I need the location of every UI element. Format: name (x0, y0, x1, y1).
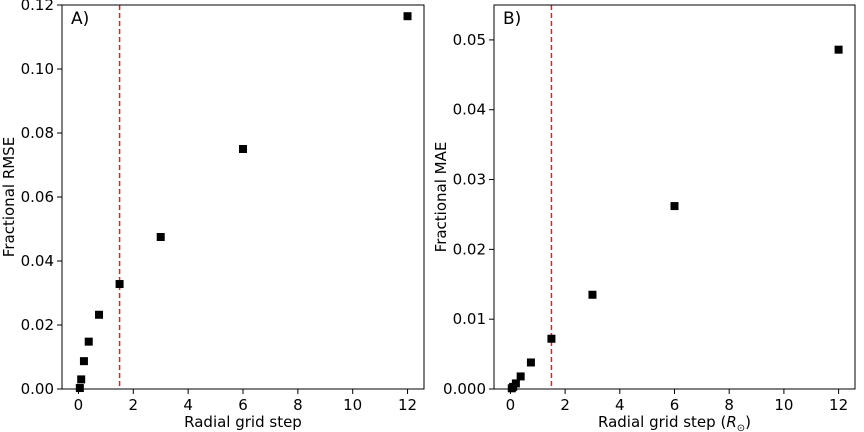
chart-b-y-tick-label: 0.05 (453, 31, 486, 49)
chart-b-y-tick-label: 0.03 (453, 171, 486, 189)
chart-b-data-point (511, 379, 520, 388)
chart-b-panel-label: B) (503, 9, 521, 29)
chart-a-plot-frame (61, 4, 425, 390)
panel-a-rmse-chart: 0 2 4 6 8 10 12 0.00 0.02 0.04 0.06 0.08 0.10 0.12 A) R… (0, 0, 425, 431)
chart-b-plot-frame (493, 4, 856, 390)
chart-a-data-point (75, 384, 84, 393)
chart-a-data-point (403, 12, 412, 21)
chart-b-y-tick-label: 0.02 (453, 240, 486, 258)
chart-b-data-point (588, 290, 597, 299)
chart-b-y-tick-label: 0.04 (453, 101, 486, 119)
chart-a-y-tick-label: 0.10 (21, 60, 54, 78)
chart-a-y-tick-label: 0.02 (21, 316, 54, 334)
chart-b-x-tick-label: 4 (615, 396, 625, 414)
chart-a-x-tick-label: 12 (398, 396, 417, 414)
chart-a-x-tick-label: 6 (238, 396, 248, 414)
chart-b-x-tick-label: 8 (724, 396, 734, 414)
chart-a-x-tick-label: 0 (74, 396, 84, 414)
chart-b-y-tick-label: 0.000 (443, 380, 486, 398)
chart-a-data-point (95, 310, 104, 319)
chart-b-x-tick-label: 6 (670, 396, 680, 414)
chart-a-y-tick-label: 0.06 (21, 188, 54, 206)
chart-b-data-point (547, 334, 556, 343)
chart-a-data-point (156, 233, 165, 241)
chart-b-x-tick-label: 2 (560, 396, 570, 414)
chart-a-y-tick-label: 0.00 (21, 380, 54, 398)
chart-a-y-tick-label: 0.04 (21, 252, 54, 270)
chart-a-data-point (79, 357, 88, 366)
chart-a-x-tick-label: 10 (343, 396, 362, 414)
chart-a-y-tick-label: 0.12 (21, 0, 54, 14)
chart-a-data-point (115, 280, 124, 289)
chart-a-x-tick-label: 2 (129, 396, 139, 414)
chart-b-y-tick-label: 0.01 (453, 310, 486, 328)
chart-b-data-point (670, 202, 679, 211)
chart-b-data-point (526, 358, 535, 367)
chart-b-x-axis-label: Radial grid step (R⊙) (598, 413, 751, 432)
chart-a-y-axis-label: Fractional RMSE (0, 137, 18, 257)
chart-b-x-tick-label: 0 (506, 396, 516, 414)
chart-a-x-tick-label: 4 (183, 396, 193, 414)
panel-b-mae-chart: 0 2 4 6 8 10 12 0.000 0.01 0.02 0.03 0.04 0.05 B) Radi… (432, 4, 856, 432)
chart-a-data-point (239, 145, 247, 153)
chart-a-x-axis-label: Radial grid step (184, 413, 302, 431)
chart-a-x-tick-label: 8 (293, 396, 303, 414)
chart-a-data-point (77, 375, 86, 384)
chart-a-panel-label: A) (71, 9, 89, 29)
chart-b-x-tick-label: 10 (774, 396, 793, 414)
chart-b-y-axis-label: Fractional MAE (432, 142, 450, 253)
chart-a-y-tick-label: 0.08 (21, 124, 54, 142)
chart-b-x-tick-label: 12 (829, 396, 848, 414)
chart-b-data-point (834, 45, 843, 54)
chart-b-data-point (516, 372, 525, 381)
chart-a-data-point (84, 337, 93, 346)
